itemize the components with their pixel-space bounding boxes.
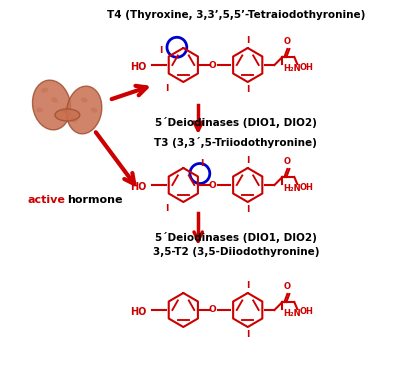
Ellipse shape — [71, 117, 78, 122]
Text: T3 (3,3´,5-Triiodothyronine): T3 (3,3´,5-Triiodothyronine) — [154, 137, 317, 148]
Text: hormone: hormone — [67, 195, 123, 205]
Text: H₂N: H₂N — [283, 308, 301, 318]
Ellipse shape — [67, 86, 102, 134]
Text: I: I — [246, 156, 250, 165]
Text: 5´Deiodinases (DIO1, DIO2): 5´Deiodinases (DIO1, DIO2) — [155, 117, 317, 128]
Text: O: O — [208, 181, 216, 189]
Text: HO: HO — [130, 182, 147, 192]
Text: I: I — [246, 281, 250, 290]
Text: OH: OH — [299, 62, 313, 72]
Text: OH: OH — [299, 308, 313, 316]
Text: I: I — [165, 204, 169, 213]
Text: H₂N: H₂N — [283, 184, 301, 192]
Text: I: I — [246, 36, 250, 45]
Text: O: O — [208, 60, 216, 70]
Ellipse shape — [55, 109, 80, 121]
Ellipse shape — [91, 107, 98, 112]
Text: I: I — [246, 85, 250, 94]
Text: O: O — [284, 37, 291, 46]
Ellipse shape — [81, 97, 88, 103]
Ellipse shape — [41, 87, 48, 92]
Text: I: I — [200, 159, 203, 168]
Text: HO: HO — [130, 307, 147, 317]
Ellipse shape — [36, 107, 43, 112]
Ellipse shape — [61, 107, 68, 112]
Text: I: I — [165, 84, 169, 93]
Text: O: O — [284, 282, 291, 291]
Text: 5´Deiodinases (DIO1, DIO2): 5´Deiodinases (DIO1, DIO2) — [155, 232, 317, 243]
Ellipse shape — [32, 80, 70, 130]
Text: active: active — [28, 195, 66, 205]
Text: OH: OH — [299, 182, 313, 191]
Text: O: O — [284, 157, 291, 166]
Text: O: O — [208, 306, 216, 315]
Text: I: I — [246, 205, 250, 214]
Text: I: I — [159, 45, 162, 55]
Ellipse shape — [51, 97, 58, 102]
Text: 3,5-T2 (3,5-Diiodothyronine): 3,5-T2 (3,5-Diiodothyronine) — [152, 247, 319, 257]
Text: I: I — [246, 330, 250, 339]
Text: H₂N: H₂N — [283, 64, 301, 72]
Text: T4 (Thyroxine, 3,3’,5,5’-Tetraiodothyronine): T4 (Thyroxine, 3,3’,5,5’-Tetraiodothyron… — [107, 10, 365, 20]
Text: HO: HO — [130, 62, 147, 72]
